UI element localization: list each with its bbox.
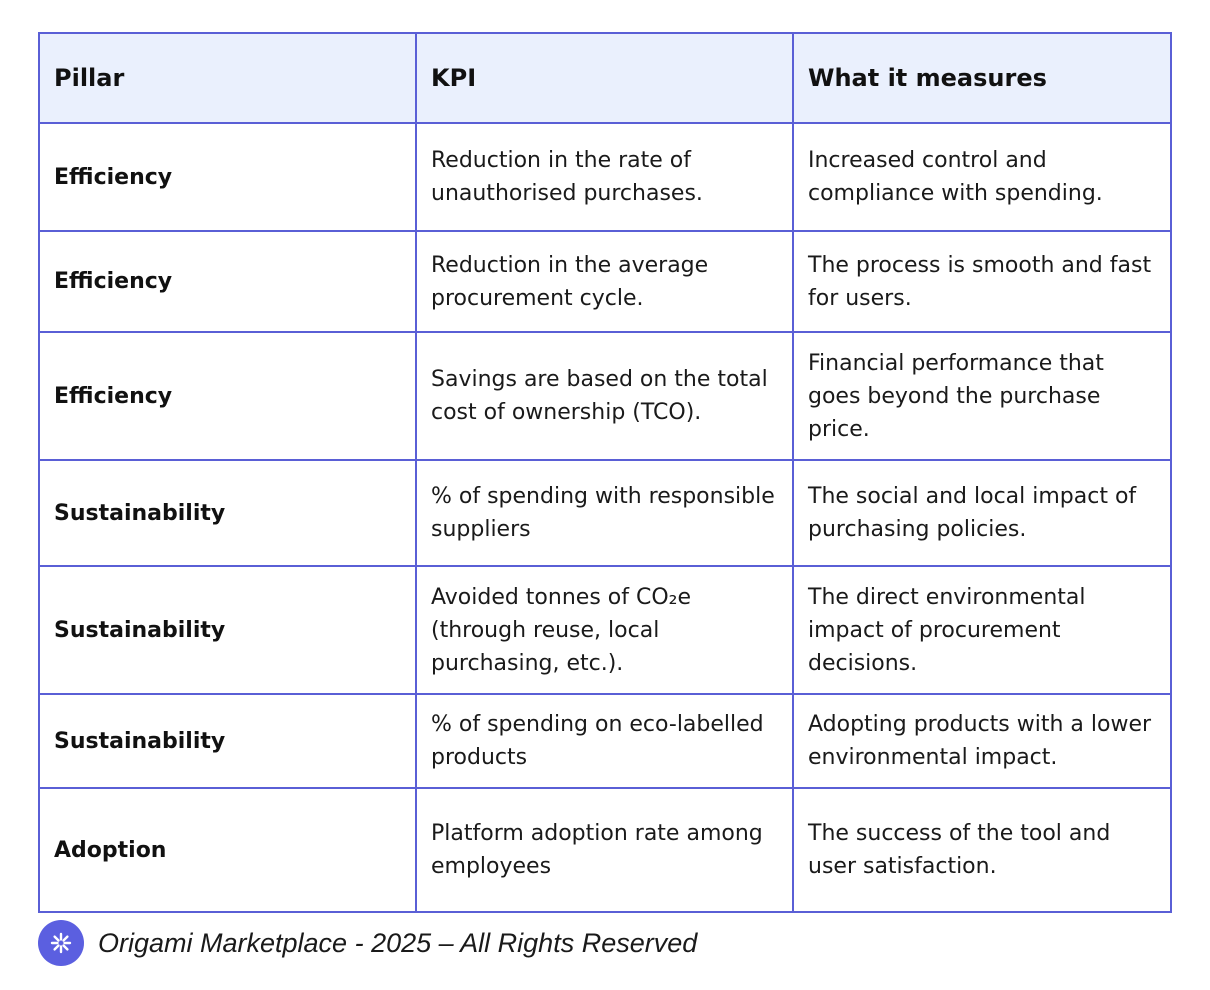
column-header-measures: What it measures <box>792 32 1172 124</box>
kpi-table: Pillar KPI What it measures Efficiency R… <box>38 32 1172 913</box>
table-row: Efficiency Reduction in the average proc… <box>38 230 1172 333</box>
pillar-cell: Sustainability <box>38 459 417 567</box>
table-row: Efficiency Reduction in the rate of unau… <box>38 122 1172 232</box>
measures-cell: Financial performance that goes beyond t… <box>792 331 1172 461</box>
kpi-cell: Platform adoption rate among employees <box>415 787 794 913</box>
measures-cell: The process is smooth and fast for users… <box>792 230 1172 333</box>
pillar-cell: Adoption <box>38 787 417 913</box>
origami-logo-icon <box>38 920 84 966</box>
pillar-cell: Efficiency <box>38 331 417 461</box>
kpi-cell: Reduction in the rate of unauthorised pu… <box>415 122 794 232</box>
measures-cell: Adopting products with a lower environme… <box>792 693 1172 789</box>
measures-cell: The social and local impact of purchasin… <box>792 459 1172 567</box>
copyright-text: Origami Marketplace - 2025 – All Rights … <box>98 927 698 958</box>
footer: Origami Marketplace - 2025 – All Rights … <box>38 920 697 966</box>
measures-cell: Increased control and compliance with sp… <box>792 122 1172 232</box>
column-header-kpi: KPI <box>415 32 794 124</box>
table-row: Sustainability % of spending with respon… <box>38 459 1172 567</box>
kpi-cell: Savings are based on the total cost of o… <box>415 331 794 461</box>
pillar-cell: Sustainability <box>38 565 417 695</box>
kpi-cell: % of spending on eco-labelled products <box>415 693 794 789</box>
pillar-cell: Sustainability <box>38 693 417 789</box>
table-row: Efficiency Savings are based on the tota… <box>38 331 1172 461</box>
table-row: Sustainability Avoided tonnes of CO₂e (t… <box>38 565 1172 695</box>
table-row: Sustainability % of spending on eco-labe… <box>38 693 1172 789</box>
table-row: Adoption Platform adoption rate among em… <box>38 787 1172 913</box>
kpi-cell: Avoided tonnes of CO₂e (through reuse, l… <box>415 565 794 695</box>
column-header-pillar: Pillar <box>38 32 417 124</box>
measures-cell: The success of the tool and user satisfa… <box>792 787 1172 913</box>
measures-cell: The direct environmental impact of procu… <box>792 565 1172 695</box>
table-header-row: Pillar KPI What it measures <box>38 32 1172 124</box>
pillar-cell: Efficiency <box>38 230 417 333</box>
kpi-cell: Reduction in the average procurement cyc… <box>415 230 794 333</box>
kpi-cell: % of spending with responsible suppliers <box>415 459 794 567</box>
pillar-cell: Efficiency <box>38 122 417 232</box>
